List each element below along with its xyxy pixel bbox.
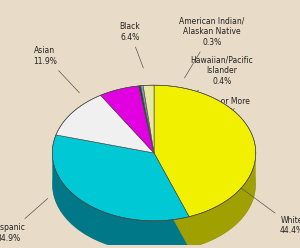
Polygon shape: [154, 153, 189, 248]
Polygon shape: [56, 95, 154, 153]
Text: Asian
11.9%: Asian 11.9%: [33, 46, 80, 93]
Ellipse shape: [52, 117, 256, 248]
Polygon shape: [52, 155, 189, 248]
Text: Hispanic
34.9%: Hispanic 34.9%: [0, 198, 48, 243]
Polygon shape: [139, 86, 154, 153]
Text: American Indian/
Alaskan Native
0.3%: American Indian/ Alaskan Native 0.3%: [179, 17, 245, 78]
Text: Hawaiian/Pacific
Islander
0.4%: Hawaiian/Pacific Islander 0.4%: [190, 56, 253, 93]
Polygon shape: [154, 85, 256, 217]
Text: Two or More
1.7%: Two or More 1.7%: [200, 97, 250, 117]
Text: Black
6.4%: Black 6.4%: [119, 22, 143, 68]
Polygon shape: [52, 135, 189, 221]
Polygon shape: [143, 85, 154, 153]
Polygon shape: [189, 155, 256, 248]
Polygon shape: [141, 86, 154, 153]
Polygon shape: [100, 86, 154, 153]
Polygon shape: [154, 153, 189, 248]
Text: White
44.4%: White 44.4%: [238, 186, 300, 235]
